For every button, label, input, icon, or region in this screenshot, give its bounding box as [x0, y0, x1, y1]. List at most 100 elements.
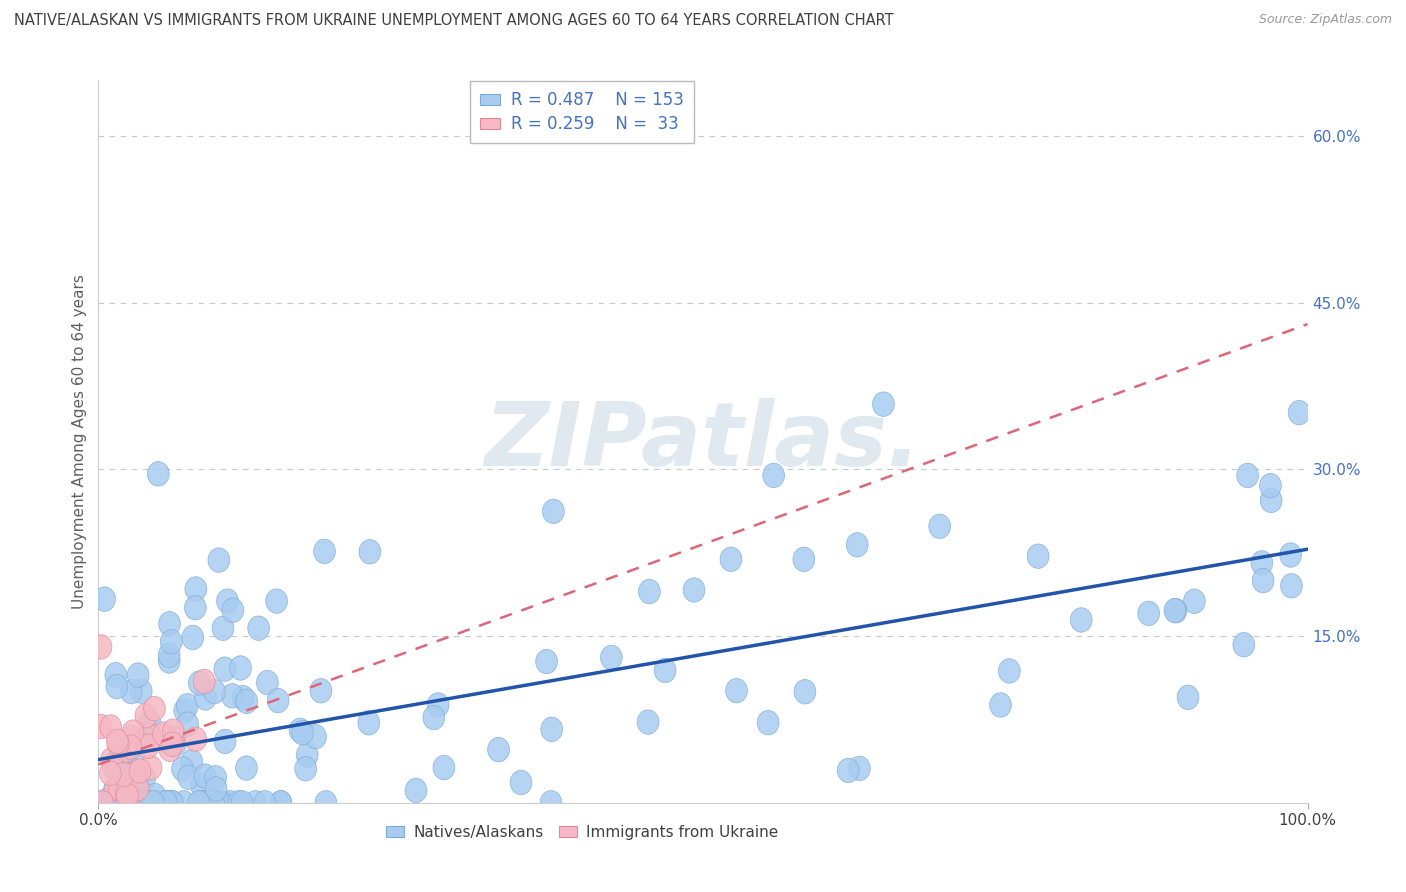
Ellipse shape [121, 790, 143, 815]
Ellipse shape [139, 721, 160, 745]
Ellipse shape [156, 790, 177, 815]
Ellipse shape [207, 790, 228, 815]
Ellipse shape [176, 693, 198, 718]
Ellipse shape [543, 500, 564, 524]
Ellipse shape [309, 679, 332, 703]
Ellipse shape [217, 589, 239, 614]
Ellipse shape [270, 790, 291, 815]
Ellipse shape [267, 689, 288, 713]
Ellipse shape [117, 790, 139, 815]
Ellipse shape [101, 747, 122, 772]
Ellipse shape [118, 756, 141, 780]
Ellipse shape [793, 547, 814, 572]
Ellipse shape [254, 790, 276, 815]
Ellipse shape [138, 790, 159, 815]
Ellipse shape [142, 790, 165, 815]
Ellipse shape [139, 790, 162, 815]
Ellipse shape [194, 686, 217, 710]
Ellipse shape [90, 714, 111, 739]
Ellipse shape [990, 693, 1011, 717]
Ellipse shape [162, 732, 183, 756]
Ellipse shape [108, 746, 129, 770]
Ellipse shape [174, 698, 195, 723]
Ellipse shape [541, 717, 562, 741]
Ellipse shape [181, 749, 202, 774]
Ellipse shape [139, 723, 160, 748]
Ellipse shape [290, 718, 311, 742]
Ellipse shape [211, 790, 233, 815]
Ellipse shape [148, 461, 169, 486]
Ellipse shape [208, 790, 231, 815]
Ellipse shape [139, 710, 160, 735]
Ellipse shape [136, 734, 159, 758]
Ellipse shape [1177, 685, 1199, 709]
Ellipse shape [162, 727, 184, 751]
Ellipse shape [1281, 574, 1302, 598]
Ellipse shape [124, 762, 146, 786]
Ellipse shape [143, 783, 166, 808]
Ellipse shape [219, 790, 242, 815]
Ellipse shape [135, 790, 156, 815]
Ellipse shape [1251, 550, 1272, 575]
Ellipse shape [1288, 401, 1310, 425]
Ellipse shape [222, 598, 243, 623]
Ellipse shape [212, 616, 233, 640]
Y-axis label: Unemployment Among Ages 60 to 64 years: Unemployment Among Ages 60 to 64 years [72, 274, 87, 609]
Ellipse shape [153, 722, 174, 747]
Ellipse shape [637, 710, 659, 734]
Ellipse shape [128, 774, 149, 798]
Ellipse shape [172, 756, 194, 781]
Ellipse shape [132, 790, 153, 815]
Ellipse shape [1279, 543, 1302, 567]
Ellipse shape [1184, 589, 1205, 614]
Ellipse shape [96, 789, 117, 813]
Ellipse shape [105, 776, 127, 801]
Ellipse shape [94, 587, 115, 611]
Ellipse shape [1166, 599, 1187, 623]
Ellipse shape [136, 790, 157, 815]
Ellipse shape [236, 756, 257, 780]
Ellipse shape [433, 756, 454, 780]
Ellipse shape [638, 579, 661, 604]
Ellipse shape [121, 725, 142, 749]
Ellipse shape [121, 790, 142, 815]
Ellipse shape [270, 790, 292, 815]
Ellipse shape [159, 612, 180, 636]
Ellipse shape [105, 663, 127, 687]
Ellipse shape [849, 756, 870, 780]
Ellipse shape [232, 685, 254, 710]
Ellipse shape [162, 790, 183, 815]
Ellipse shape [1260, 488, 1282, 513]
Ellipse shape [256, 670, 278, 695]
Ellipse shape [197, 790, 218, 815]
Ellipse shape [1253, 568, 1274, 593]
Ellipse shape [131, 679, 152, 704]
Ellipse shape [998, 658, 1021, 683]
Ellipse shape [100, 714, 121, 739]
Text: NATIVE/ALASKAN VS IMMIGRANTS FROM UKRAINE UNEMPLOYMENT AMONG AGES 60 TO 64 YEARS: NATIVE/ALASKAN VS IMMIGRANTS FROM UKRAIN… [14, 13, 894, 29]
Ellipse shape [152, 790, 174, 815]
Ellipse shape [214, 657, 236, 681]
Ellipse shape [120, 735, 142, 759]
Ellipse shape [540, 790, 562, 815]
Ellipse shape [202, 790, 225, 815]
Ellipse shape [115, 790, 136, 815]
Ellipse shape [181, 625, 204, 649]
Ellipse shape [165, 732, 186, 756]
Ellipse shape [191, 790, 212, 815]
Ellipse shape [159, 643, 180, 667]
Ellipse shape [184, 727, 207, 751]
Ellipse shape [160, 630, 183, 654]
Ellipse shape [191, 790, 212, 815]
Ellipse shape [104, 777, 125, 802]
Ellipse shape [683, 578, 704, 602]
Ellipse shape [124, 739, 146, 764]
Ellipse shape [110, 740, 132, 765]
Ellipse shape [188, 790, 209, 815]
Ellipse shape [184, 596, 207, 620]
Ellipse shape [536, 649, 557, 673]
Ellipse shape [762, 463, 785, 488]
Ellipse shape [129, 759, 150, 783]
Ellipse shape [127, 663, 149, 687]
Ellipse shape [204, 680, 225, 704]
